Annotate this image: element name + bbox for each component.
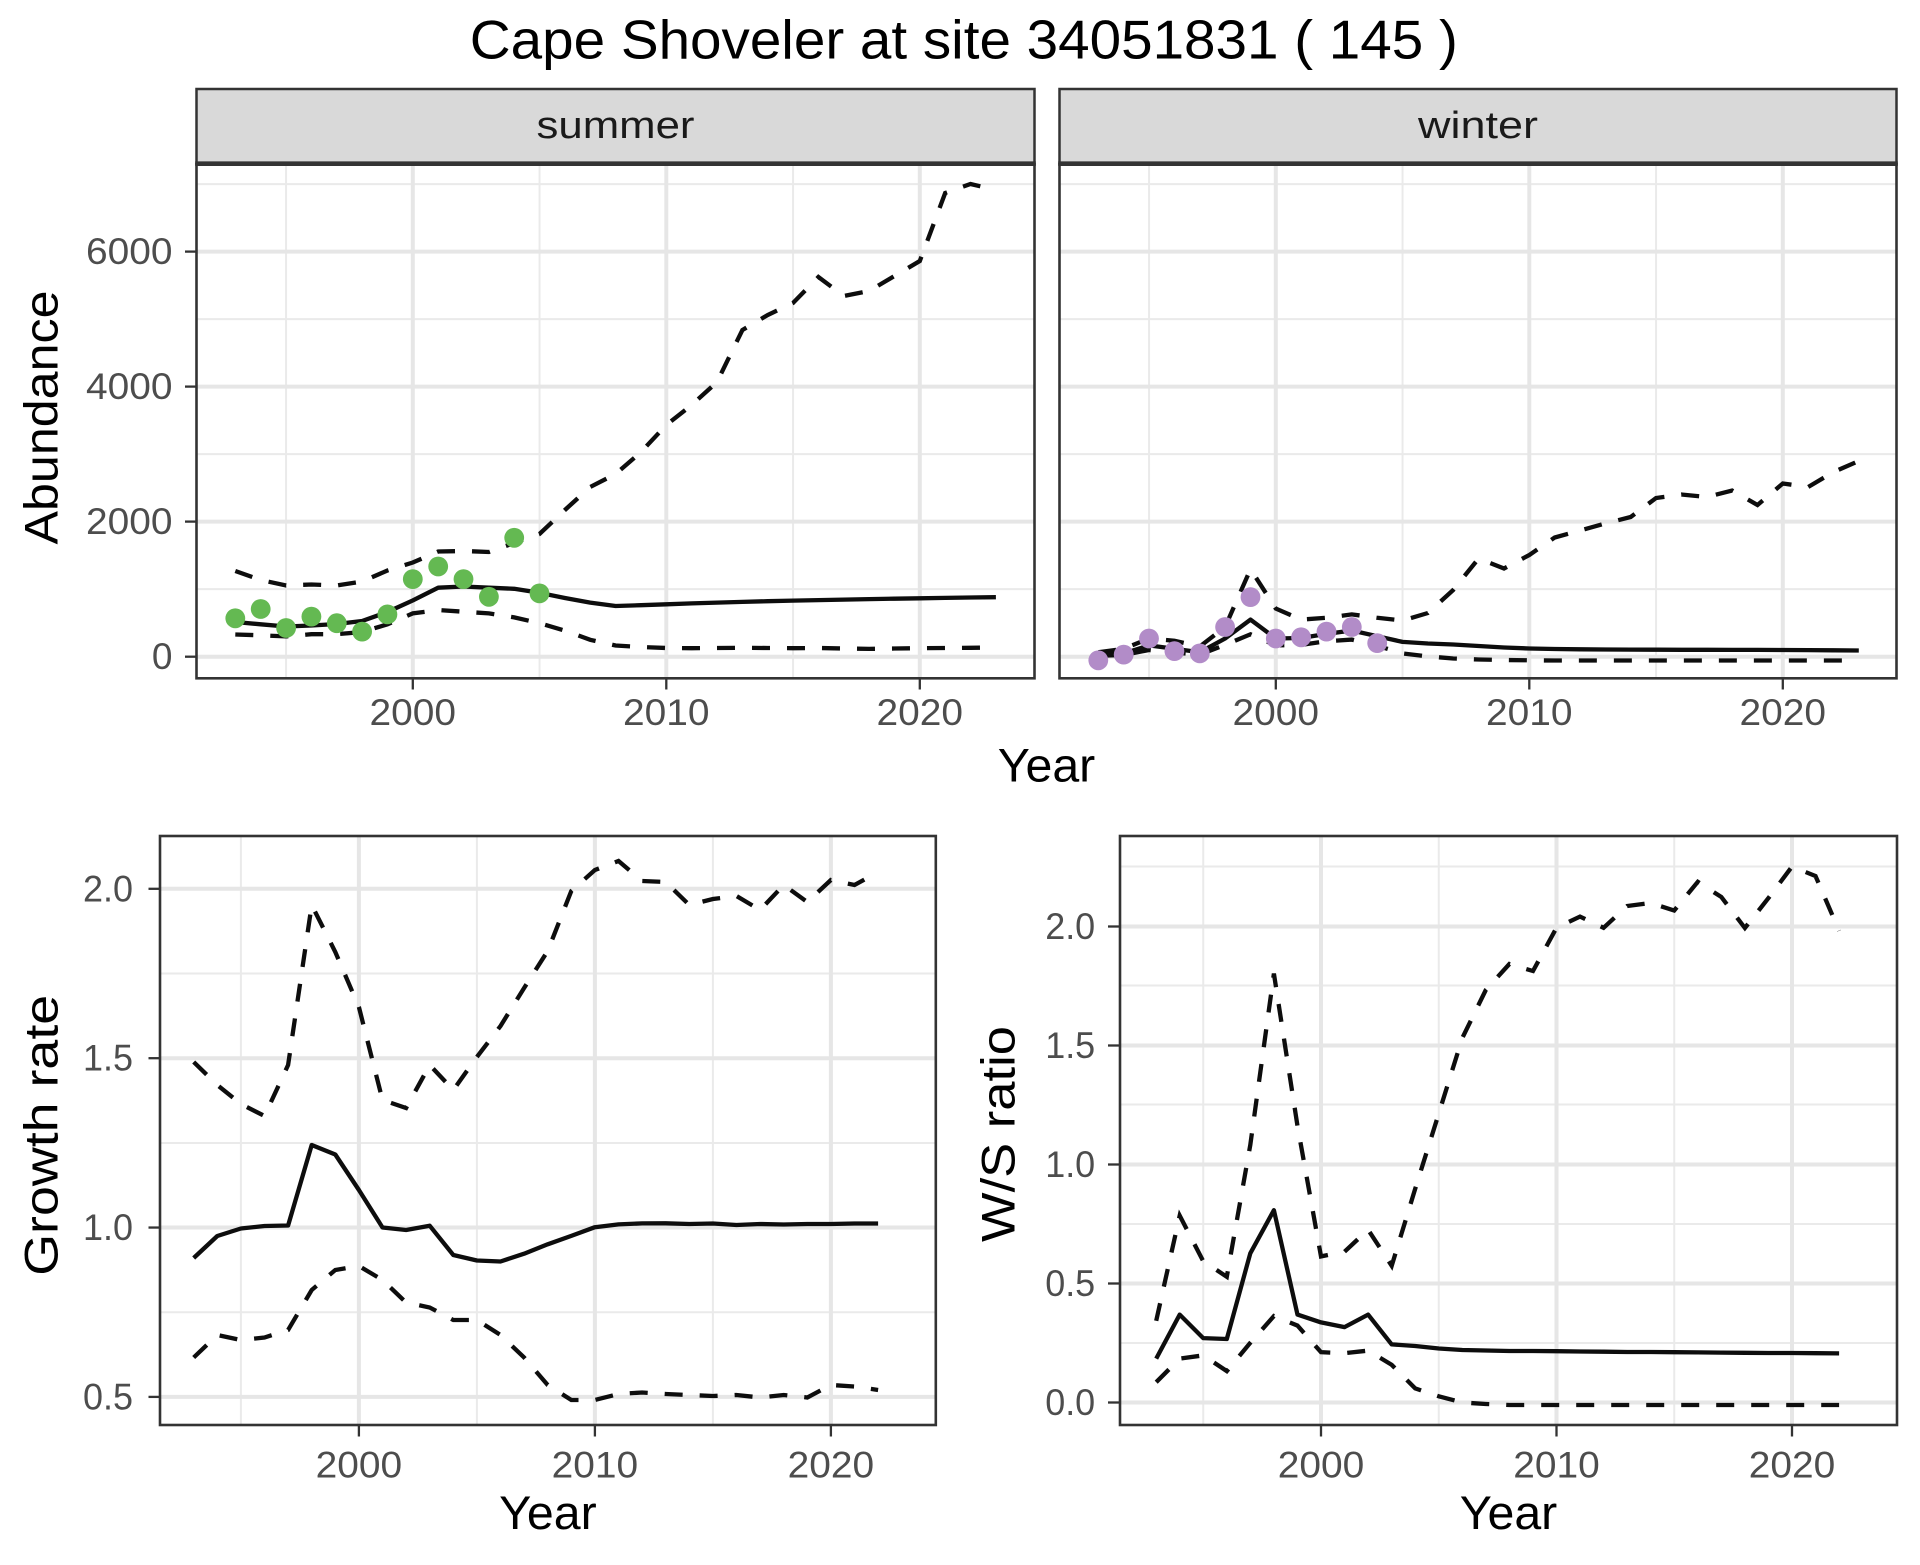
svg-text:1.0: 1.0 [1045, 1144, 1095, 1185]
svg-text:0.5: 0.5 [1045, 1263, 1095, 1304]
svg-text:2020: 2020 [1749, 1445, 1836, 1486]
svg-text:0: 0 [152, 636, 173, 677]
svg-text:6000: 6000 [86, 231, 173, 272]
svg-text:2000: 2000 [1278, 1445, 1365, 1486]
svg-text:1.5: 1.5 [83, 1038, 133, 1079]
svg-text:Abundance: Abundance [15, 291, 68, 545]
svg-text:2010: 2010 [1513, 1445, 1600, 1486]
svg-text:2010: 2010 [1486, 692, 1573, 733]
svg-text:2.0: 2.0 [83, 868, 133, 909]
svg-text:Year: Year [1460, 1486, 1558, 1539]
svg-text:2.0: 2.0 [1045, 906, 1095, 947]
svg-text:2010: 2010 [623, 692, 710, 733]
svg-text:2020: 2020 [788, 1445, 875, 1486]
svg-text:2000: 2000 [370, 692, 457, 733]
svg-text:W/S ratio: W/S ratio [972, 1026, 1025, 1242]
svg-text:2000: 2000 [86, 501, 173, 542]
svg-text:1.0: 1.0 [83, 1207, 133, 1248]
svg-text:2000: 2000 [316, 1445, 403, 1486]
svg-text:2000: 2000 [1233, 692, 1320, 733]
svg-text:Year: Year [998, 739, 1096, 792]
svg-text:Cape Shoveler at site 34051831: Cape Shoveler at site 34051831 ( 145 ) [470, 9, 1458, 71]
svg-text:2020: 2020 [877, 692, 964, 733]
svg-text:1.5: 1.5 [1045, 1025, 1095, 1066]
svg-text:winter: winter [1417, 105, 1539, 147]
svg-text:summer: summer [537, 105, 695, 147]
svg-text:4000: 4000 [86, 366, 173, 407]
svg-text:Growth rate: Growth rate [15, 995, 68, 1276]
svg-text:Year: Year [499, 1486, 597, 1539]
svg-text:2020: 2020 [1740, 692, 1827, 733]
svg-text:0.0: 0.0 [1045, 1382, 1095, 1423]
svg-text:0.5: 0.5 [83, 1376, 133, 1417]
svg-text:2010: 2010 [552, 1445, 639, 1486]
